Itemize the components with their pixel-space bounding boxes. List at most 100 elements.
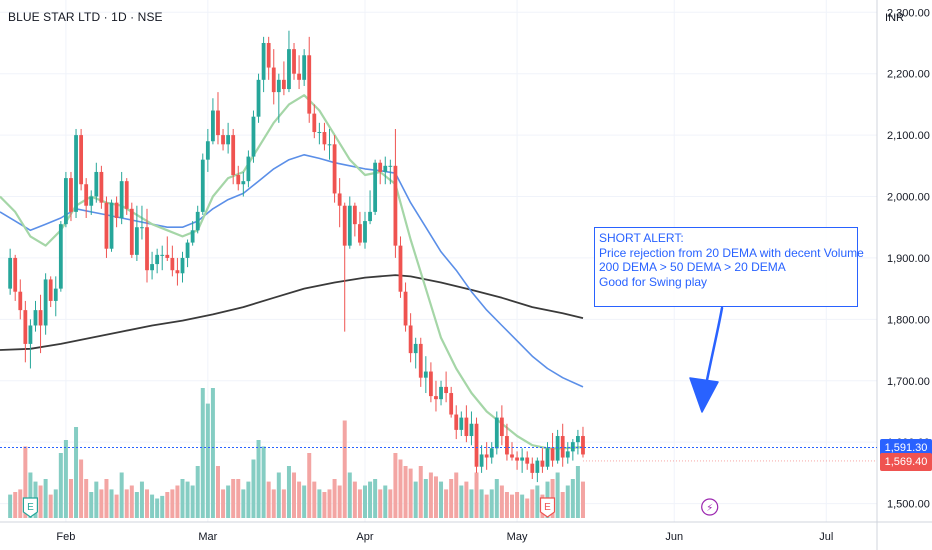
volume-bar [413,481,418,518]
volume-bar [312,481,317,518]
volume-bar [464,481,469,518]
x-tick-label: Jun [665,531,683,543]
candle-body [180,257,185,274]
volume-bar [104,479,109,518]
volume-bar [221,489,226,518]
volume-bar [454,472,459,518]
candle-body [570,442,575,452]
volume-bar [474,472,479,518]
volume-bar [190,485,195,518]
dividend-marker [701,498,719,516]
candle-body [84,184,89,206]
x-tick-label: Mar [198,531,217,543]
candle-body [560,436,565,458]
volume-bar [469,489,474,518]
currency-label[interactable]: INR [885,12,904,24]
volume-bar [459,485,464,518]
candle-body [494,417,499,449]
candle-body [439,386,443,400]
earnings-marker-label: E [27,502,34,513]
candle-body [428,371,433,397]
x-tick-label: Apr [356,531,373,543]
annotation-line: 200 DEMA > 50 DEMA > 20 DEMA [599,260,786,274]
volume-bar [560,492,565,518]
y-tick-label: 2,300.00 [887,7,930,19]
candle-body [18,291,23,311]
candle-body [535,460,540,473]
annotation-box[interactable]: SHORT ALERT: Price rejection from 20 DEM… [594,227,864,307]
candle-body [185,242,190,258]
volume-bar [499,485,504,518]
volume-bar [63,440,68,518]
candle-body [368,211,372,222]
volume-bar [134,492,139,518]
candle-body [373,162,378,212]
last-price-tag: 1,591.30 [880,438,932,457]
candle-body [266,42,271,68]
volume-bar [494,479,499,518]
candle-body [48,279,53,301]
candle-body [337,193,342,206]
volume-bar [570,479,575,518]
candle-body [129,208,134,255]
candle-body [104,202,109,249]
volume-bar [139,481,144,518]
x-tick-label: May [507,531,528,543]
volume-bar [205,403,210,518]
volume-bar [439,481,444,518]
candle-body [226,135,231,145]
candle-body [140,227,144,229]
candle-body [64,178,68,225]
y-tick-label: 1,500.00 [887,499,930,511]
candle-body [281,79,286,90]
earnings-marker [22,497,39,518]
dividend-marker-label: ⚡ [706,503,713,514]
volume-bar [449,479,454,518]
volume-bar [13,492,18,518]
candle-body [352,205,357,225]
candle-body [530,463,535,473]
candle-body [576,436,580,443]
candle-body [43,279,48,326]
candle-body [363,221,367,243]
volume-bar [8,494,13,518]
candle-body [545,448,550,467]
candle-body [251,116,256,157]
volume-bar [160,495,165,518]
volume-bar [373,479,378,518]
candle-body [271,67,276,93]
candle-body [393,165,398,246]
candle-body [565,451,570,458]
candle-body [378,162,383,172]
volume-bar [368,481,373,518]
volume-bar [515,492,520,518]
volume-bar [342,420,347,518]
y-tick-label: 1,800.00 [887,314,930,326]
volume-bar [337,485,342,518]
dema-50-line [0,154,584,388]
volume-bar [124,489,129,518]
volume-bar [352,481,357,518]
candle-body [205,141,210,160]
volume-bar [357,489,362,518]
candle-body [119,181,124,219]
volume-bar [145,489,150,518]
volume-bar [241,489,246,518]
candle-body [515,457,519,461]
volume-bar [565,485,570,518]
candle-body [454,414,459,430]
candle-body [114,202,119,219]
candle-body [307,55,312,114]
candle-body [33,310,38,326]
volume-bar [266,481,271,518]
candle-body [23,310,28,344]
volume-bar [165,492,170,518]
candle-body [550,448,555,461]
y-tick-label: 1,900.00 [887,253,930,265]
volume-bar [322,492,327,518]
candle-body [469,423,474,437]
candle-body [200,159,205,212]
candle-body [444,386,449,394]
